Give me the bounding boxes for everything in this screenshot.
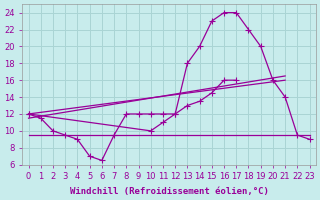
X-axis label: Windchill (Refroidissement éolien,°C): Windchill (Refroidissement éolien,°C) (70, 187, 268, 196)
